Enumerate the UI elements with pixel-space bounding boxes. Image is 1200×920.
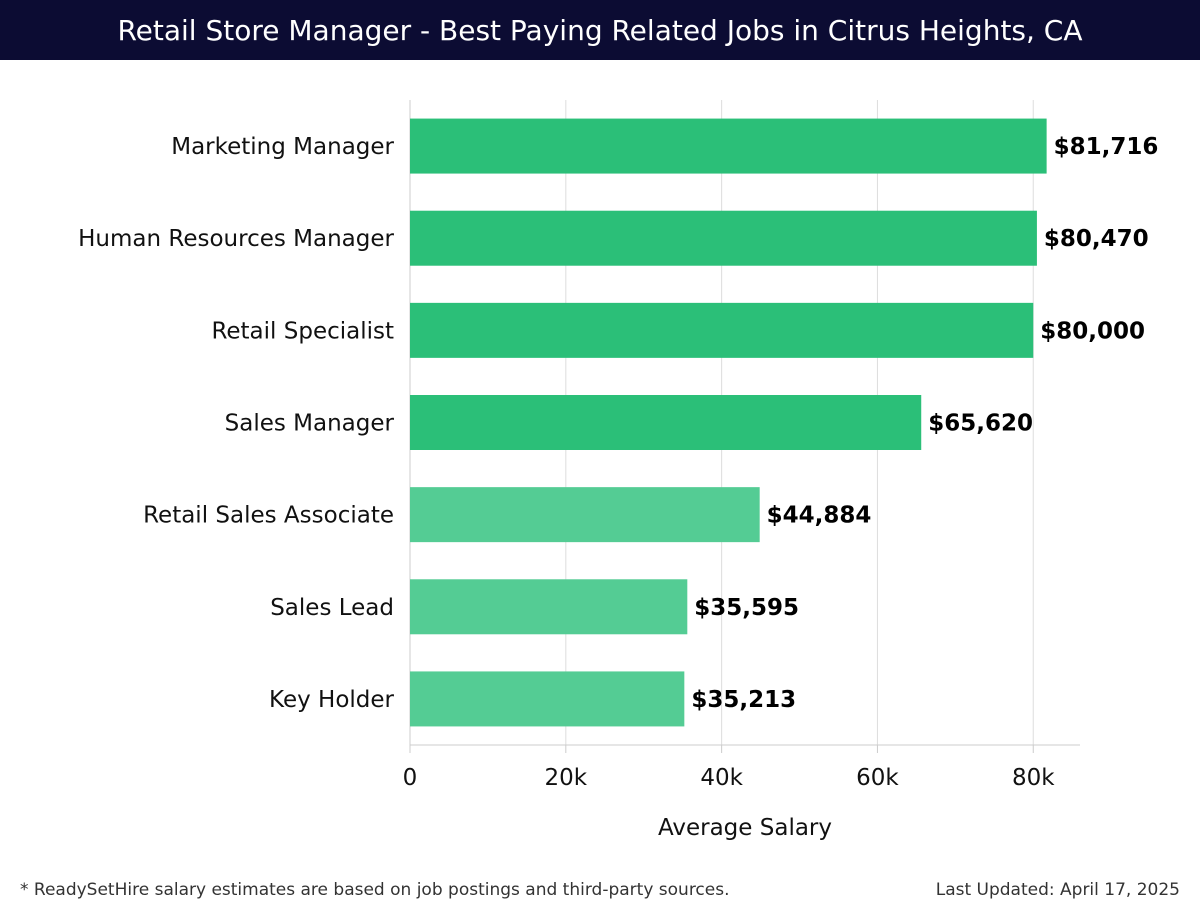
- x-tick-label-3: 60k: [856, 765, 899, 791]
- bar-3: [410, 395, 922, 450]
- value-label-2: $80,000: [1040, 318, 1145, 344]
- salary-bar-chart: 0 20k 40k 60k 80k Average Salary Marketing Man…: [78, 100, 1159, 841]
- value-label-1: $80,470: [1044, 226, 1149, 252]
- category-label-5: Sales Lead: [270, 595, 394, 621]
- x-tick-label-2: 40k: [700, 765, 743, 791]
- category-label-3: Sales Manager: [225, 411, 395, 437]
- bar-2: [410, 302, 1034, 358]
- x-tick-label-4: 80k: [1012, 765, 1055, 791]
- value-label-5: $35,595: [694, 595, 799, 621]
- x-axis-label: Average Salary: [658, 815, 832, 841]
- footnote: * ReadySetHire salary estimates are base…: [20, 880, 730, 900]
- last-updated: Last Updated: April 17, 2025: [935, 880, 1180, 900]
- value-label-4: $44,884: [767, 503, 872, 529]
- value-label-0: $81,716: [1054, 134, 1159, 160]
- x-tick-label-1: 20k: [545, 765, 588, 791]
- value-label-6: $35,213: [691, 687, 796, 713]
- chart-title: Retail Store Manager - Best Paying Relat…: [117, 13, 1083, 47]
- bar-5: [410, 579, 688, 635]
- chart-title-bar: Retail Store Manager - Best Paying Relat…: [0, 0, 1200, 60]
- x-tick-label-0: 0: [403, 765, 418, 791]
- category-label-4: Retail Sales Associate: [143, 503, 394, 529]
- bar-1: [410, 210, 1037, 266]
- category-label-2: Retail Specialist: [211, 318, 394, 344]
- bar-0: [410, 118, 1047, 174]
- bar-6: [410, 671, 685, 727]
- value-label-3: $65,620: [928, 411, 1033, 437]
- category-label-0: Marketing Manager: [171, 134, 394, 160]
- category-label-6: Key Holder: [269, 687, 395, 713]
- category-label-1: Human Resources Manager: [78, 226, 394, 252]
- bar-4: [410, 487, 760, 543]
